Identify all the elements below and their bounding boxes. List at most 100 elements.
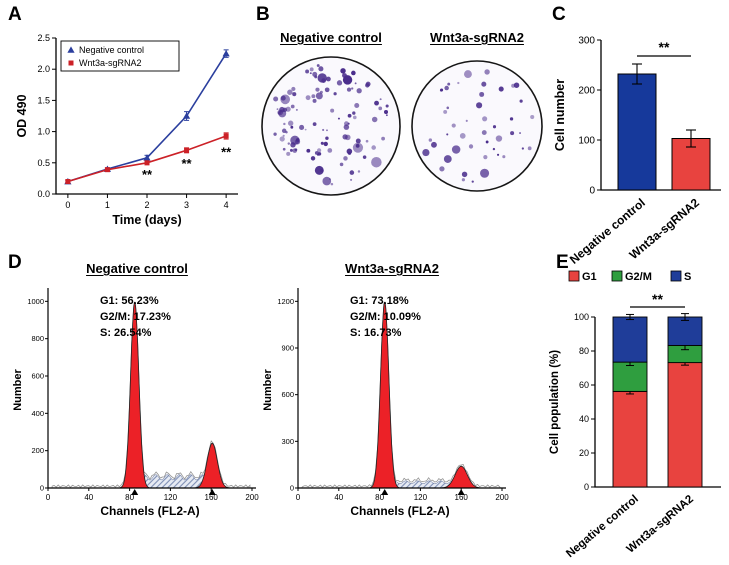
colony-dot [485, 140, 489, 144]
colony-dot [354, 82, 357, 85]
flow-histogram-wnt3a-sgrna2: 0 300 600 900 1200 0 40 80 120 160 200 Channels (FL… [262, 288, 509, 518]
colony-dot [326, 129, 328, 132]
panel-label-c: C [552, 4, 566, 25]
svg-text:80: 80 [375, 493, 384, 502]
g1-peak [119, 301, 150, 489]
svg-text:40: 40 [84, 493, 93, 502]
colony-dot [273, 132, 277, 136]
significance-stars: ** [221, 145, 232, 160]
legend-label: Negative control [79, 45, 144, 55]
colony-dot [344, 134, 351, 141]
legend-swatch [670, 270, 682, 282]
colony-dot [431, 141, 437, 148]
g2-peak [193, 442, 231, 489]
colony-dot [311, 94, 316, 99]
colony-dot [292, 148, 298, 153]
colony-dot [362, 155, 367, 159]
svg-text:Cell population (%): Cell population (%) [549, 350, 561, 454]
svg-text:0: 0 [290, 484, 294, 493]
svg-text:120: 120 [164, 493, 178, 502]
svg-text:1: 1 [105, 200, 110, 210]
phase-stats-text: G1: 56.23% [100, 295, 159, 307]
colony-dot [347, 113, 352, 118]
peak-marker-triangle [381, 489, 389, 495]
colony-dot [273, 96, 279, 102]
colony-dot [351, 87, 354, 90]
svg-text:Cell number: Cell number [553, 79, 567, 151]
significance-stars: ** [182, 156, 193, 171]
raw-histogram-outline [301, 303, 501, 489]
colony-dot [330, 182, 334, 186]
legend-label: Wnt3a-sgRNA2 [79, 58, 142, 68]
flow-title-wnt3a-sgrna2: Wnt3a-sgRNA2 [345, 261, 439, 276]
colony-dot [496, 153, 500, 156]
svg-text:0: 0 [589, 186, 595, 197]
colony-dot [282, 134, 285, 137]
culture-plate [411, 60, 543, 192]
colony-dot [286, 151, 291, 156]
colony-dot [322, 128, 325, 132]
svg-text:40: 40 [334, 493, 343, 502]
phase-stats-text: G2/M: 10.09% [350, 311, 421, 323]
y-axis-label: Number [262, 369, 274, 411]
colony-dot [349, 170, 355, 175]
colony-dot [276, 108, 279, 111]
colony-dot [483, 155, 488, 160]
colony-dot [371, 145, 376, 150]
colony-dot [378, 106, 383, 111]
svg-text:1.0: 1.0 [37, 127, 50, 137]
colony-plates-image [261, 56, 543, 196]
colony-dot [459, 133, 466, 139]
colony-dot [295, 108, 298, 111]
colony-dot [317, 73, 327, 83]
colony-dot [333, 92, 337, 96]
colony-dot [443, 155, 452, 163]
colony-dot [495, 135, 503, 142]
svg-text:0: 0 [46, 493, 51, 502]
colony-dot [314, 151, 319, 155]
svg-text:2.0: 2.0 [37, 64, 50, 74]
colony-dot [329, 178, 331, 180]
colony-dot [319, 90, 323, 94]
flow-title-negative-control: Negative control [86, 261, 188, 276]
svg-text:160: 160 [205, 493, 219, 502]
colony-dot [314, 165, 324, 175]
colony-dot [365, 139, 369, 143]
colony-dot [285, 106, 291, 112]
colony-dot [383, 110, 389, 115]
colony-dot [457, 81, 460, 85]
y-axis-label: Number [12, 369, 24, 411]
colony-dot [292, 92, 297, 97]
svg-text:60: 60 [579, 380, 589, 390]
flow-histogram-negative-control: 0 200 400 600 800 1000 0 40 80 120 160 200 Channels … [12, 288, 259, 518]
colony-dot [465, 119, 468, 122]
culture-plate [261, 56, 401, 196]
colony-dot [422, 148, 430, 157]
x-axis-label: Channels (FL2-A) [350, 504, 449, 518]
svg-text:100: 100 [574, 312, 589, 322]
phase-stats-text: S: 16.73% [350, 327, 402, 339]
bar [617, 73, 657, 191]
colony-dot [304, 128, 307, 131]
svg-text:120: 120 [414, 493, 428, 502]
svg-text:2.5: 2.5 [37, 33, 50, 43]
colony-dot [312, 98, 317, 103]
colony-dot [446, 106, 450, 110]
colony-dot [502, 155, 506, 159]
colony-dot [385, 114, 388, 117]
stacked-segment [667, 316, 703, 346]
colony-dot [492, 147, 496, 151]
peak-marker-triangle [457, 489, 465, 495]
stacked-segment [612, 390, 648, 488]
colony-dot [444, 85, 449, 91]
svg-text:0.5: 0.5 [37, 158, 50, 168]
colony-dot [280, 94, 291, 105]
svg-text:80: 80 [579, 346, 589, 356]
panel-label-e: E [556, 252, 569, 273]
colony-dot [480, 168, 490, 178]
colony-dot [290, 104, 295, 109]
colony-plate-title-wnt3a-sgrna2: Wnt3a-sgRNA2 [430, 30, 524, 45]
colony-dot [481, 81, 487, 87]
colony-dot [317, 148, 322, 153]
